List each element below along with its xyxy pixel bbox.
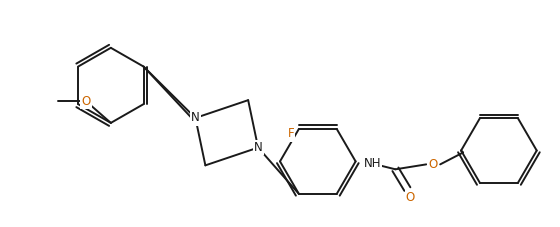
Text: N: N [254, 141, 263, 154]
Text: N: N [191, 111, 200, 124]
Text: NH: NH [363, 157, 381, 170]
Text: O: O [428, 158, 438, 171]
Text: F: F [288, 127, 294, 140]
Text: O: O [406, 191, 415, 205]
Text: O: O [81, 95, 91, 108]
